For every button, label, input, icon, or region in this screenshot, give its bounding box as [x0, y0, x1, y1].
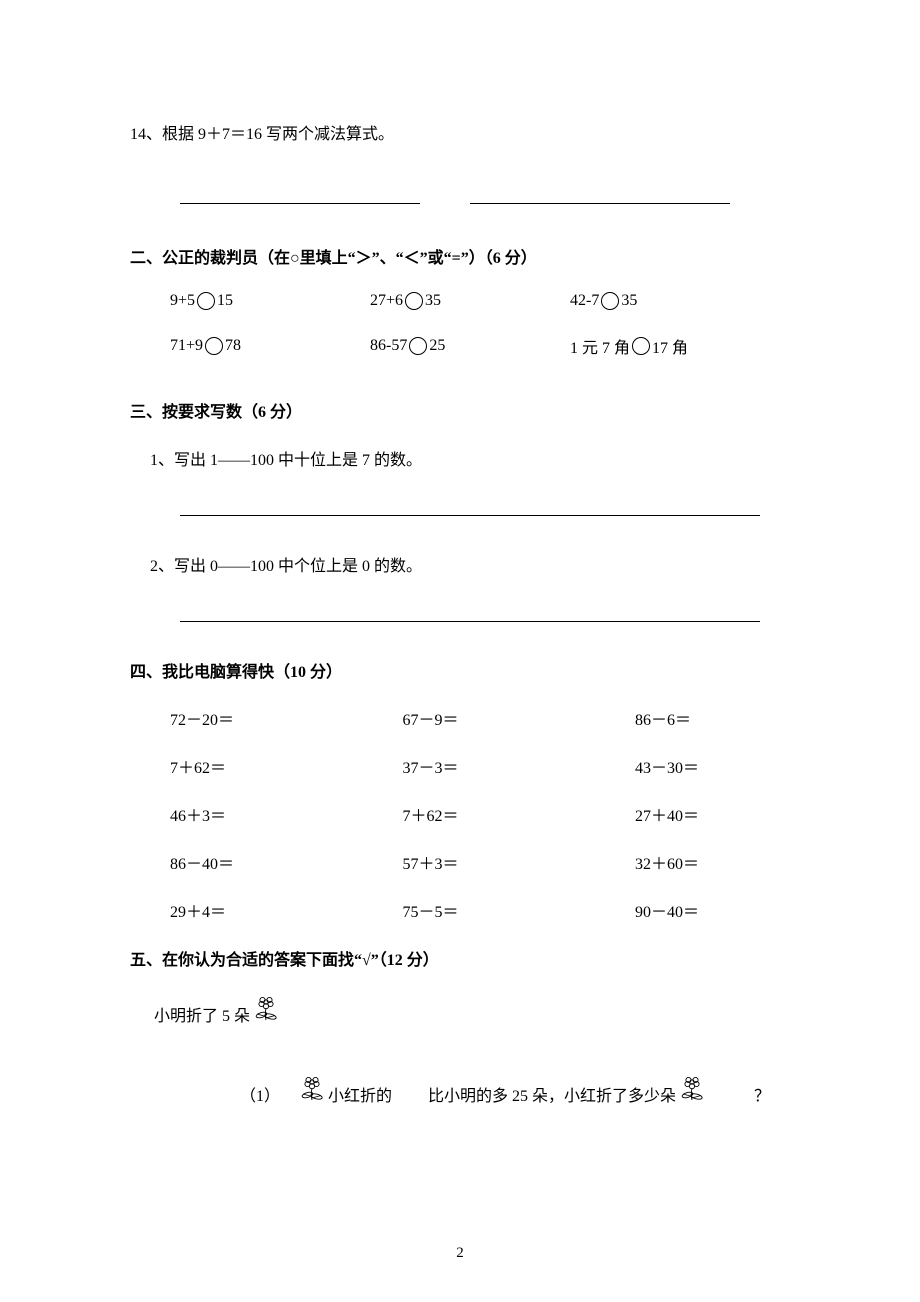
sec4-row: 7＋62＝ 37－3＝ 43－30＝ — [170, 754, 790, 778]
circle-blank — [409, 337, 427, 355]
sec5-intro: 小明折了 5 朵 — [154, 994, 790, 1026]
circle-blank — [197, 292, 215, 310]
rhs: 25 — [429, 337, 445, 355]
q14-blanks — [180, 186, 790, 204]
section-2: 二、公正的裁判员（在○里填上“＞”、“＜”或“=”）（6 分） 9+5 15 2… — [130, 244, 790, 358]
sec4-cell: 67－9＝ — [403, 706, 636, 730]
sec4-cell: 72－20＝ — [170, 706, 403, 730]
blank-line — [180, 186, 420, 204]
section-2-rows: 9+5 15 27+6 35 42-7 35 71+9 — [170, 292, 790, 358]
section-4-title: 四、我比电脑算得快（10 分） — [130, 658, 790, 682]
lhs: 42-7 — [570, 292, 599, 310]
lhs: 27+6 — [370, 292, 403, 310]
sec2-cell: 27+6 35 — [370, 292, 570, 310]
sec4-row: 72－20＝ 67－9＝ 86－6＝ — [170, 706, 790, 730]
sec3-sub1: 1、写出 1——100 中十位上是 7 的数。 — [150, 446, 790, 470]
circle-blank — [601, 292, 619, 310]
rhs: 15 — [217, 292, 233, 310]
sec2-cell: 42-7 35 — [570, 292, 770, 310]
sec4-cell: 75－5＝ — [403, 898, 636, 922]
sec4-cell: 29＋4＝ — [170, 898, 403, 922]
section-5-title: 五、在你认为合适的答案下面找“√”（12 分） — [130, 946, 790, 970]
sec4-cell: 7＋62＝ — [403, 802, 636, 826]
circle-blank — [632, 337, 650, 355]
lhs: 1 元 7 角 — [570, 334, 630, 358]
circle-blank — [205, 337, 223, 355]
q1-qmark: ？ — [754, 1082, 770, 1106]
blank-line — [470, 186, 730, 204]
sec4-cell: 46＋3＝ — [170, 802, 403, 826]
sec4-cell: 37－3＝ — [403, 754, 636, 778]
sec4-cell: 86－6＝ — [635, 706, 790, 730]
sec4-cell: 90－40＝ — [635, 898, 790, 922]
question-14: 14、根据 9＋7＝16 写两个减法算式。 — [130, 120, 790, 144]
sec4-cell: 32＋60＝ — [635, 850, 790, 874]
section-3-title: 三、按要求写数（6 分） — [130, 398, 790, 422]
sec2-cell: 86-57 25 — [370, 334, 570, 358]
sec2-row: 71+9 78 86-57 25 1 元 7 角 17 角 — [170, 334, 790, 358]
q14-text: 14、根据 9＋7＝16 写两个减法算式。 — [130, 126, 394, 143]
rhs: 78 — [225, 337, 241, 355]
section-5: 五、在你认为合适的答案下面找“√”（12 分） 小明折了 5 朵 （1） 小红折… — [130, 946, 790, 1106]
sec5-q1: （1） 小红折的 比小明的多 25 朵，小红折了多少朵 ？ — [240, 1074, 790, 1106]
sec4-grid: 72－20＝ 67－9＝ 86－6＝ 7＋62＝ 37－3＝ 43－30＝ 46… — [170, 706, 790, 922]
sec4-cell: 86－40＝ — [170, 850, 403, 874]
sec2-cell: 1 元 7 角 17 角 — [570, 334, 770, 358]
sec4-row: 86－40＝ 57＋3＝ 32＋60＝ — [170, 850, 790, 874]
q1-label: （1） — [240, 1082, 280, 1106]
page: 14、根据 9＋7＝16 写两个减法算式。 二、公正的裁判员（在○里填上“＞”、… — [0, 0, 920, 1302]
flower-icon — [678, 1074, 706, 1106]
circle-blank — [405, 292, 423, 310]
flower-icon — [298, 1074, 326, 1106]
sec4-cell: 27＋40＝ — [635, 802, 790, 826]
rhs: 17 角 — [652, 334, 688, 358]
page-number: 2 — [0, 1245, 920, 1262]
lhs: 9+5 — [170, 292, 195, 310]
sec4-row: 46＋3＝ 7＋62＝ 27＋40＝ — [170, 802, 790, 826]
sec5-intro-text: 小明折了 5 朵 — [154, 1002, 250, 1026]
rhs: 35 — [425, 292, 441, 310]
flower-icon — [252, 994, 280, 1026]
sec2-row: 9+5 15 27+6 35 42-7 35 — [170, 292, 790, 310]
lhs: 86-57 — [370, 337, 407, 355]
sec4-cell: 7＋62＝ — [170, 754, 403, 778]
sec4-row: 29＋4＝ 75－5＝ 90－40＝ — [170, 898, 790, 922]
sec2-cell: 71+9 78 — [170, 334, 370, 358]
sec4-cell: 57＋3＝ — [403, 850, 636, 874]
q1-p1: 小红折的 — [328, 1082, 392, 1106]
blank-line — [180, 604, 760, 622]
rhs: 35 — [621, 292, 637, 310]
lhs: 71+9 — [170, 337, 203, 355]
section-3: 三、按要求写数（6 分） 1、写出 1——100 中十位上是 7 的数。 2、写… — [130, 398, 790, 622]
q1-p2: 比小明的多 25 朵，小红折了多少朵 — [428, 1082, 676, 1106]
blank-line — [180, 498, 760, 516]
section-4: 四、我比电脑算得快（10 分） 72－20＝ 67－9＝ 86－6＝ 7＋62＝… — [130, 658, 790, 922]
section-2-title: 二、公正的裁判员（在○里填上“＞”、“＜”或“=”）（6 分） — [130, 244, 790, 268]
sec2-cell: 9+5 15 — [170, 292, 370, 310]
sec3-sub2: 2、写出 0——100 中个位上是 0 的数。 — [150, 552, 790, 576]
sec4-cell: 43－30＝ — [635, 754, 790, 778]
